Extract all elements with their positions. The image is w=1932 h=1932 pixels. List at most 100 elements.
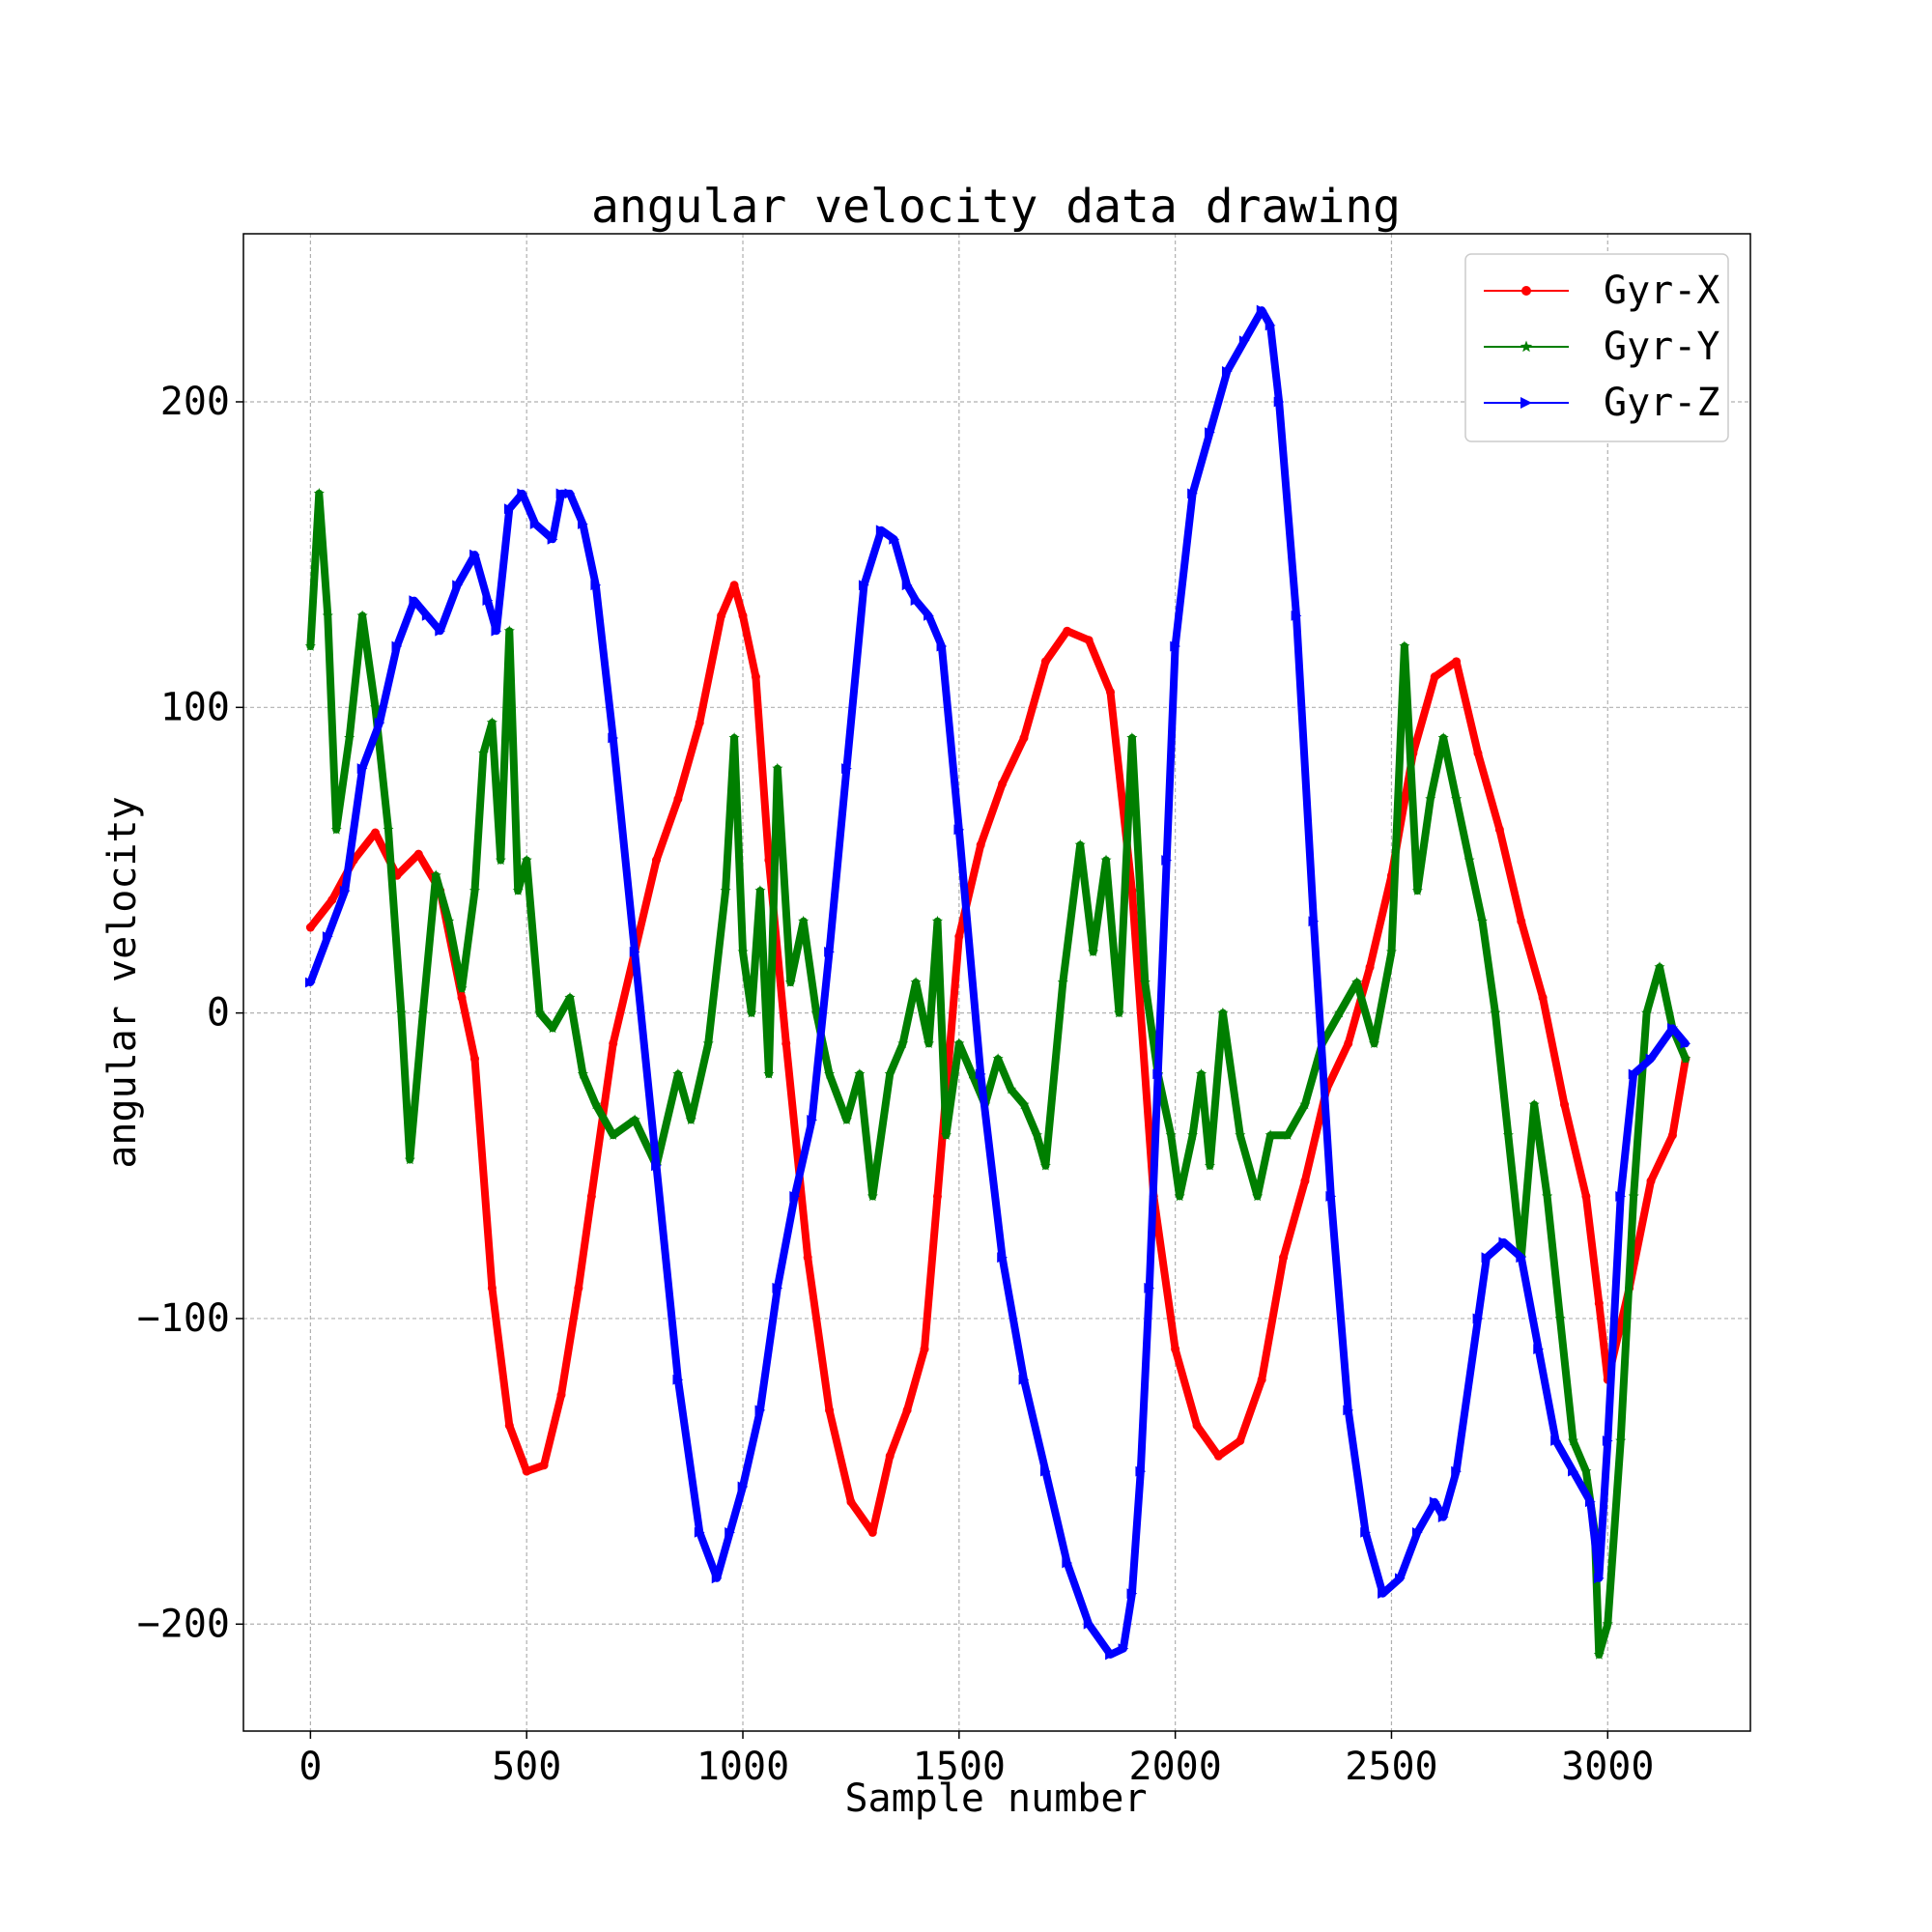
data-point-gyr-y	[1654, 961, 1665, 972]
data-point-gyr-y	[1542, 1190, 1553, 1202]
data-point-gyr-x	[954, 932, 964, 942]
data-point-gyr-x	[1063, 626, 1072, 636]
data-point-gyr-z	[1411, 1526, 1423, 1538]
data-point-gyr-z	[529, 519, 541, 529]
data-point-gyr-z	[608, 732, 619, 744]
data-point-gyr-y	[867, 1190, 878, 1202]
data-point-gyr-x	[885, 1451, 895, 1461]
data-point-gyr-z	[1593, 1573, 1605, 1584]
data-point-gyr-x	[487, 1283, 497, 1293]
x-tick-label: 2000	[1128, 1745, 1221, 1789]
data-point-gyr-z	[807, 1114, 818, 1125]
data-point-gyr-x	[902, 1406, 912, 1415]
data-point-gyr-z	[1144, 1282, 1155, 1293]
data-point-gyr-z	[1264, 320, 1276, 331]
data-point-gyr-x	[1365, 962, 1375, 972]
data-point-gyr-y	[608, 1129, 619, 1140]
data-point-gyr-y	[629, 1114, 640, 1125]
data-point-gyr-y	[1567, 1435, 1578, 1446]
data-point-gyr-z	[1343, 1405, 1354, 1416]
data-point-gyr-x	[1106, 687, 1116, 696]
data-point-gyr-y	[443, 915, 455, 926]
data-point-gyr-y	[1490, 1007, 1501, 1018]
data-point-gyr-y	[784, 977, 796, 987]
data-point-gyr-y	[720, 885, 731, 895]
data-point-gyr-y	[322, 610, 333, 621]
data-point-gyr-y	[1039, 1159, 1051, 1171]
data-point-gyr-y	[430, 869, 441, 880]
data-point-gyr-z	[651, 1160, 662, 1172]
data-point-gyr-y	[923, 1037, 935, 1048]
data-point-gyr-y	[1593, 1649, 1605, 1660]
data-point-gyr-y	[1528, 1098, 1540, 1110]
data-point-gyr-z	[1645, 1053, 1657, 1065]
data-point-gyr-z	[1429, 1496, 1440, 1508]
legend: Gyr-X Gyr-Y Gyr-Z	[1464, 253, 1729, 442]
data-point-gyr-z	[858, 580, 869, 591]
data-point-gyr-y	[1174, 1190, 1185, 1202]
data-point-gyr-x	[1494, 825, 1504, 835]
data-point-gyr-y	[754, 885, 766, 895]
legend-label-gyr-y: Gyr-Y	[1604, 325, 1719, 369]
data-point-gyr-z	[1378, 1588, 1388, 1600]
data-point-gyr-y	[1074, 838, 1086, 850]
data-point-gyr-y	[702, 1037, 714, 1048]
data-point-gyr-x	[457, 993, 467, 1003]
data-point-gyr-z	[1395, 1573, 1406, 1584]
data-point-gyr-y	[1282, 1129, 1293, 1140]
data-point-gyr-y	[1369, 1037, 1380, 1048]
data-point-gyr-y	[1411, 885, 1423, 895]
data-point-gyr-y	[1139, 977, 1151, 987]
data-point-gyr-y	[330, 824, 342, 835]
data-point-gyr-z	[1187, 488, 1198, 499]
plot-frame	[242, 233, 1751, 1732]
data-point-gyr-y	[798, 915, 810, 926]
data-point-gyr-z	[1135, 1465, 1147, 1477]
data-point-gyr-z	[409, 595, 420, 606]
data-point-gyr-x	[1084, 636, 1094, 645]
data-point-gyr-y	[884, 1068, 895, 1079]
data-point-gyr-y	[1299, 1098, 1311, 1110]
data-point-gyr-y	[737, 946, 749, 957]
data-point-gyr-y	[1264, 1129, 1276, 1140]
data-point-gyr-z	[517, 488, 528, 499]
data-point-gyr-y	[1399, 640, 1410, 651]
data-point-gyr-z	[391, 640, 403, 652]
data-point-gyr-z	[1062, 1557, 1073, 1569]
data-point-gyr-x	[1560, 1100, 1570, 1110]
y-tick-label: 0	[207, 991, 230, 1036]
data-point-gyr-z	[564, 488, 576, 499]
data-point-gyr-y	[897, 1037, 909, 1048]
data-point-gyr-z	[1451, 1465, 1463, 1477]
data-point-gyr-x	[1344, 1038, 1353, 1048]
data-point-gyr-y	[521, 854, 532, 866]
data-point-gyr-y	[1385, 946, 1397, 957]
data-point-gyr-y	[486, 717, 497, 727]
data-point-gyr-y	[824, 1068, 836, 1079]
data-point-gyr-z	[923, 611, 934, 621]
data-point-gyr-x	[539, 1461, 549, 1470]
data-point-gyr-z	[421, 611, 433, 621]
data-point-gyr-y	[1580, 1465, 1592, 1476]
data-point-gyr-x	[522, 1466, 531, 1476]
data-point-gyr-y	[1187, 1129, 1199, 1140]
data-point-gyr-x	[504, 1421, 514, 1431]
data-point-gyr-z	[875, 525, 887, 536]
data-point-gyr-z	[1516, 1252, 1527, 1264]
data-point-gyr-x	[1430, 672, 1439, 682]
data-point-gyr-y	[966, 1068, 978, 1079]
data-point-gyr-z	[672, 1374, 684, 1385]
y-tick-label: −100	[137, 1296, 230, 1341]
data-point-gyr-y	[685, 1114, 696, 1125]
data-point-gyr-x	[371, 828, 381, 838]
data-point-gyr-x	[1452, 657, 1462, 667]
data-point-gyr-x	[867, 1527, 877, 1537]
data-point-gyr-z	[1018, 1374, 1030, 1385]
data-point-gyr-y	[1502, 1129, 1514, 1140]
data-point-gyr-y	[577, 1068, 588, 1079]
data-point-gyr-y	[1018, 1098, 1030, 1110]
data-point-gyr-z	[1533, 1344, 1545, 1354]
data-point-gyr-y	[931, 915, 943, 926]
data-point-gyr-y	[512, 885, 524, 895]
